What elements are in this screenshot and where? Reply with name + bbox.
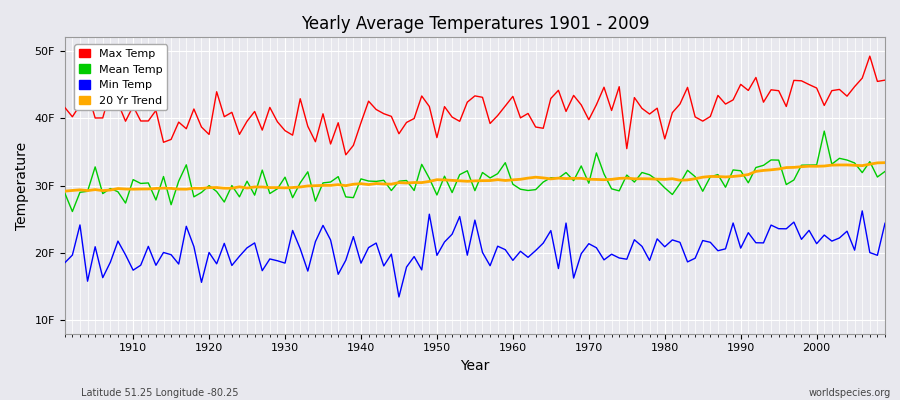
Text: worldspecies.org: worldspecies.org — [809, 388, 891, 398]
Title: Yearly Average Temperatures 1901 - 2009: Yearly Average Temperatures 1901 - 2009 — [301, 15, 649, 33]
Text: Latitude 51.25 Longitude -80.25: Latitude 51.25 Longitude -80.25 — [81, 388, 239, 398]
Y-axis label: Temperature: Temperature — [15, 142, 29, 230]
Legend: Max Temp, Mean Temp, Min Temp, 20 Yr Trend: Max Temp, Mean Temp, Min Temp, 20 Yr Tre… — [75, 44, 166, 110]
X-axis label: Year: Year — [460, 359, 490, 373]
